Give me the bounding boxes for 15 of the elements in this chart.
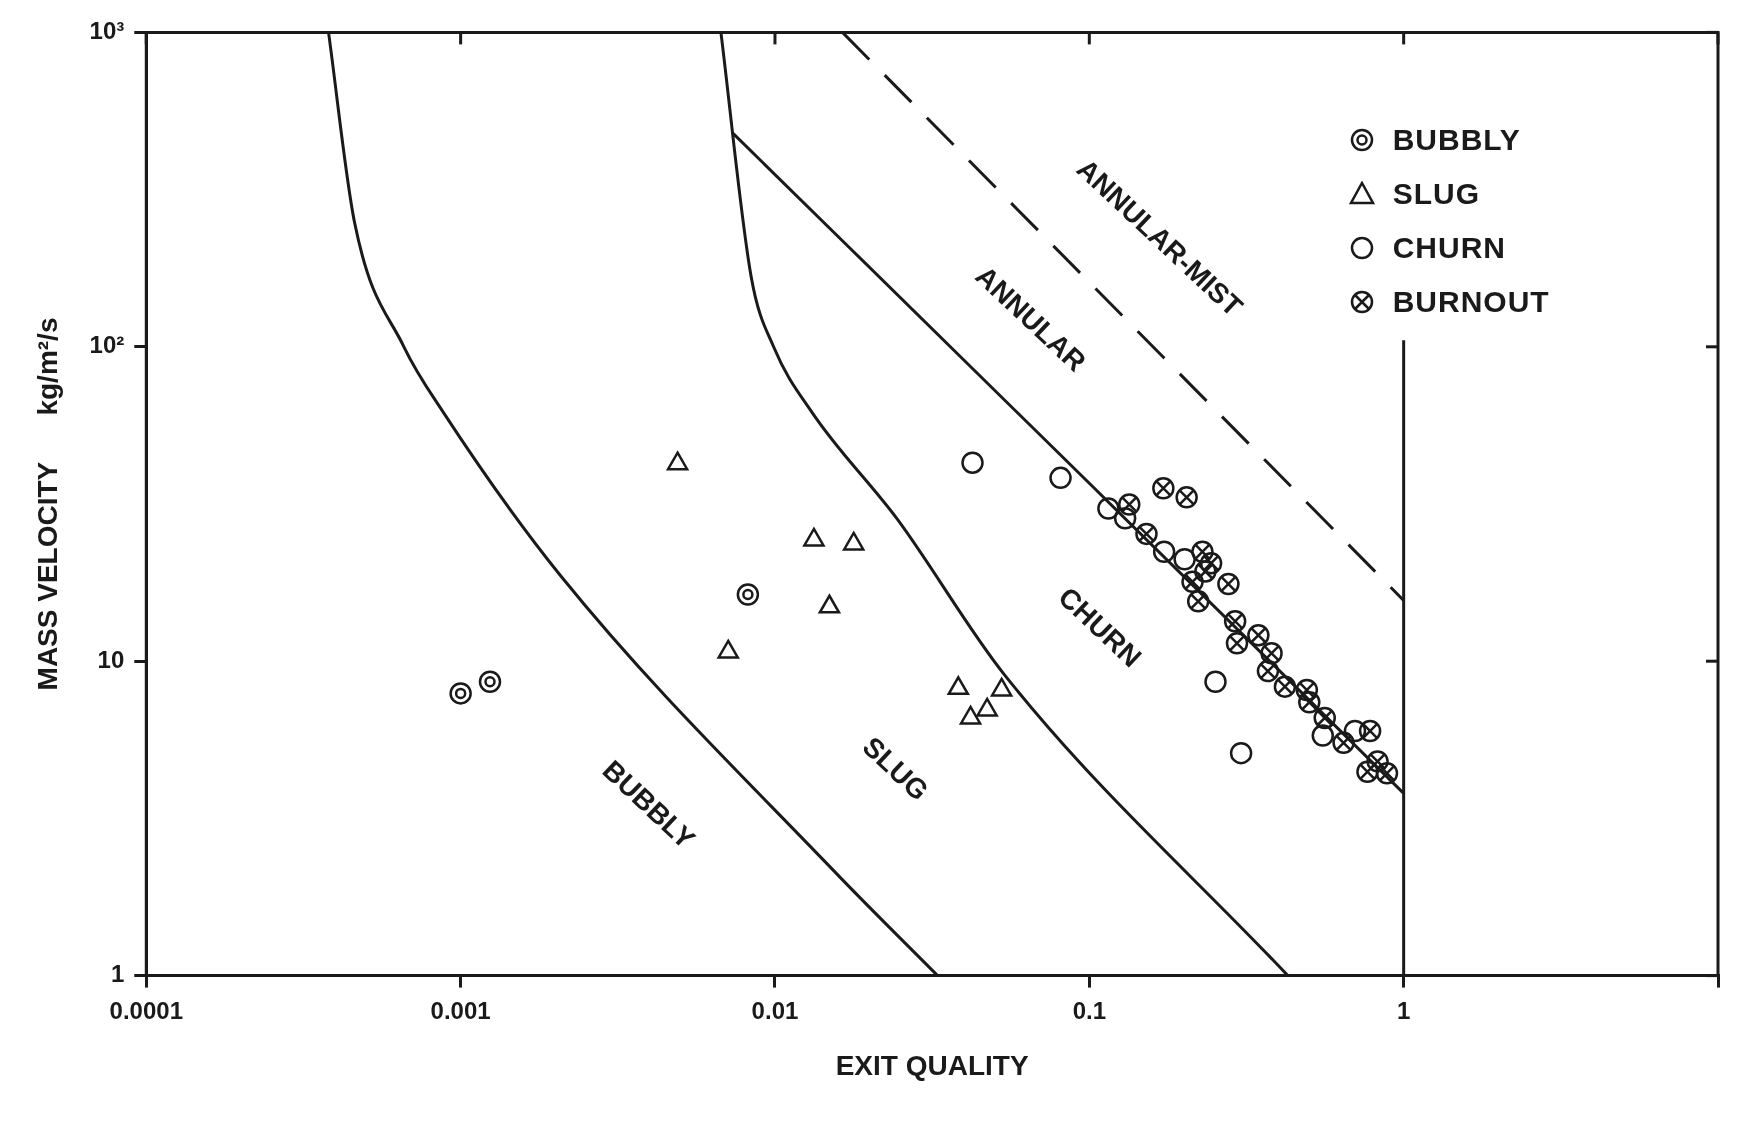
legend-label: BURNOUT <box>1392 284 1550 319</box>
y-tick-label: 10 <box>97 645 125 673</box>
x-axis-title: EXIT QUALITY <box>835 1049 1029 1081</box>
y-tick-label: 10³ <box>89 17 125 45</box>
x-tick-label: 0.001 <box>430 996 491 1024</box>
x-tick-label: 0.0001 <box>109 996 183 1024</box>
x-tick-label: 1 <box>1396 996 1411 1024</box>
x-tick-label: 0.1 <box>1072 996 1106 1024</box>
y-tick-label: 10² <box>89 331 125 359</box>
y-axis-title: MASS VELOCITY kg/m²/s <box>31 317 63 691</box>
legend-label: SLUG <box>1392 176 1480 211</box>
legend-label: BUBBLY <box>1392 122 1521 157</box>
x-tick-label: 0.01 <box>751 996 799 1024</box>
legend-label: CHURN <box>1392 230 1506 265</box>
y-tick-label: 1 <box>110 960 125 988</box>
